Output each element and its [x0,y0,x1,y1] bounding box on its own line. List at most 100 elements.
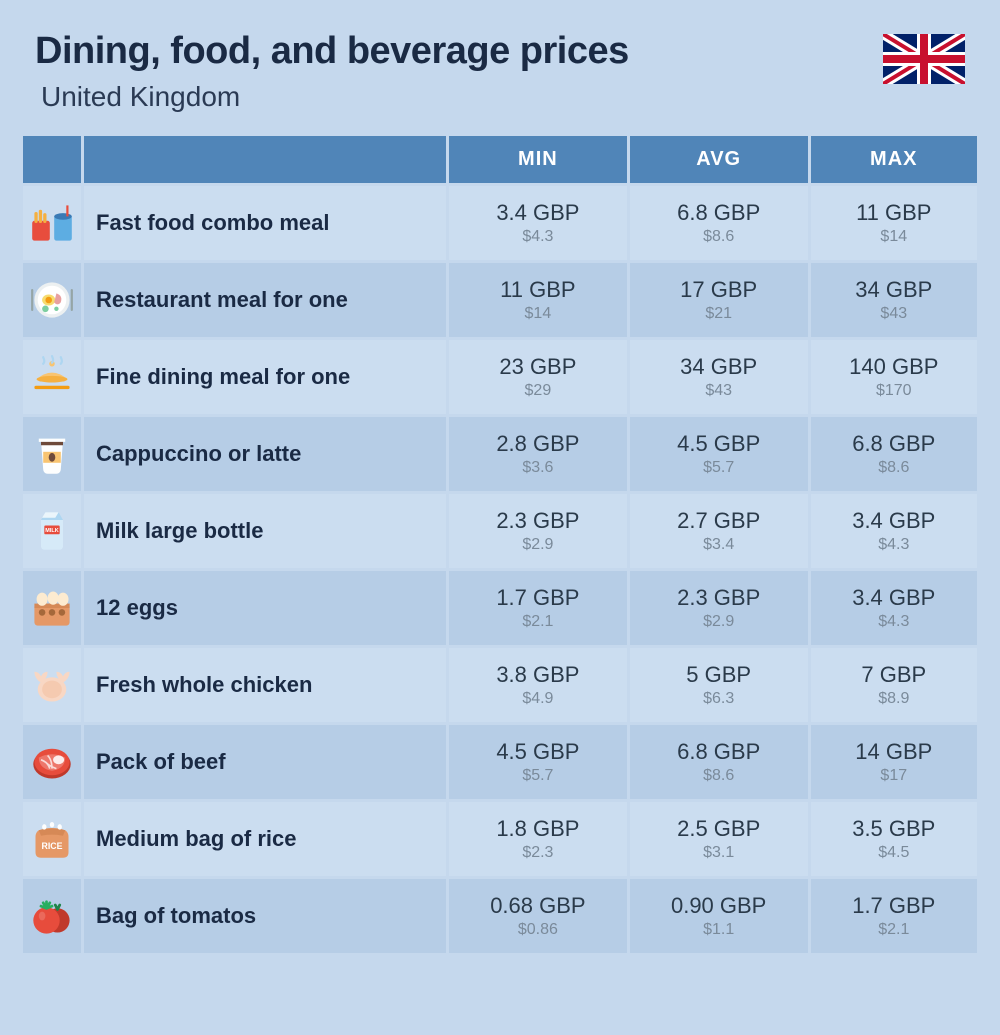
price-cell-avg: 2.7 GBP$3.4 [630,494,808,568]
price-main: 6.8 GBP [811,431,977,457]
page-container: Dining, food, and beverage prices United… [0,0,1000,956]
page-header: Dining, food, and beverage prices United… [20,30,980,133]
price-main: 4.5 GBP [449,739,627,765]
price-main: 2.3 GBP [449,508,627,534]
price-sub: $17 [811,767,977,785]
eggs-icon [23,571,81,645]
price-main: 1.8 GBP [449,816,627,842]
header-blank-label [84,136,446,183]
restaurant-meal-icon [23,263,81,337]
uk-flag-icon [883,34,965,84]
table-row: Medium bag of rice1.8 GBP$2.32.5 GBP$3.1… [23,802,977,876]
table-row: Milk large bottle2.3 GBP$2.92.7 GBP$3.43… [23,494,977,568]
price-cell-max: 1.7 GBP$2.1 [811,879,977,953]
price-main: 34 GBP [811,277,977,303]
price-sub: $5.7 [449,767,627,785]
price-sub: $43 [630,382,808,400]
price-sub: $2.1 [449,613,627,631]
price-cell-max: 3.5 GBP $4.5 [811,802,977,876]
price-main: 6.8 GBP [630,200,808,226]
price-cell-avg: 6.8 GBP $8.6 [630,186,808,260]
price-cell-min: 2.8 GBP$3.6 [449,417,627,491]
item-label: Fresh whole chicken [84,648,446,722]
price-cell-min: 1.7 GBP $2.1 [449,571,627,645]
price-main: 11 GBP [811,200,977,226]
price-cell-min: 11 GBP $14 [449,263,627,337]
price-sub: $0.86 [449,921,627,939]
price-cell-avg: 0.90 GBP$1.1 [630,879,808,953]
price-cell-min: 2.3 GBP$2.9 [449,494,627,568]
item-label: Bag of tomatos [84,879,446,953]
page-subtitle: United Kingdom [35,81,883,113]
header-avg: AVG [630,136,808,183]
price-main: 1.7 GBP [449,585,627,611]
price-main: 3.4 GBP [811,508,977,534]
price-sub: $6.3 [630,690,808,708]
price-sub: $4.3 [811,536,977,554]
chicken-icon [23,648,81,722]
rice-bag-icon [23,802,81,876]
price-sub: $4.5 [811,844,977,862]
table-header-row: MIN AVG MAX [23,136,977,183]
price-main: 5 GBP [630,662,808,688]
item-label: Restaurant meal for one [84,263,446,337]
price-cell-avg: 5 GBP $6.3 [630,648,808,722]
table-row: Pack of beef4.5 GBP $5.76.8 GBP$8.614 GBP… [23,725,977,799]
price-sub: $5.7 [630,459,808,477]
price-sub: $8.6 [630,767,808,785]
price-sub: $29 [449,382,627,400]
table-row: Cappuccino or latte2.8 GBP$3.64.5 GBP$5.… [23,417,977,491]
price-sub: $8.9 [811,690,977,708]
milk-bottle-icon [23,494,81,568]
price-sub: $14 [811,228,977,246]
page-title: Dining, food, and beverage prices [35,30,883,73]
price-main: 3.4 GBP [449,200,627,226]
price-main: 23 GBP [449,354,627,380]
price-cell-max: 3.4 GBP $4.3 [811,494,977,568]
fine-dining-icon [23,340,81,414]
item-label: Milk large bottle [84,494,446,568]
price-sub: $4.9 [449,690,627,708]
price-main: 0.68 GBP [449,893,627,919]
price-sub: $2.1 [811,921,977,939]
price-sub: $3.6 [449,459,627,477]
price-cell-min: 3.4 GBP $4.3 [449,186,627,260]
fast-food-icon [23,186,81,260]
table-row: Bag of tomatos0.68 GBP $0.860.90 GBP$1.11… [23,879,977,953]
table-row: Fast food combo meal3.4 GBP$4.36.8 GBP$8… [23,186,977,260]
price-cell-min: 3.8 GBP $4.9 [449,648,627,722]
price-sub: $1.1 [630,921,808,939]
price-main: 140 GBP [811,354,977,380]
price-table: MIN AVG MAX Fast food combo meal3.4 GBP$… [20,133,980,956]
price-cell-max: 14 GBP $17 [811,725,977,799]
item-label: Fine dining meal for one [84,340,446,414]
price-sub: $14 [449,305,627,323]
item-label: Pack of beef [84,725,446,799]
price-cell-max: 7 GBP $8.9 [811,648,977,722]
price-main: 3.8 GBP [449,662,627,688]
price-sub: $3.1 [630,844,808,862]
price-main: 2.5 GBP [630,816,808,842]
price-sub: $8.6 [630,228,808,246]
header-min: MIN [449,136,627,183]
header-text-block: Dining, food, and beverage prices United… [35,30,883,113]
price-main: 7 GBP [811,662,977,688]
price-main: 3.5 GBP [811,816,977,842]
item-label: Cappuccino or latte [84,417,446,491]
header-blank-icon [23,136,81,183]
price-sub: $4.3 [811,613,977,631]
price-main: 14 GBP [811,739,977,765]
price-sub: $2.3 [449,844,627,862]
beef-icon [23,725,81,799]
price-cell-min: 1.8 GBP $2.3 [449,802,627,876]
price-main: 11 GBP [449,277,627,303]
price-sub: $3.4 [630,536,808,554]
table-row: Fine dining meal for one23 GBP $2934 GBP$… [23,340,977,414]
price-cell-avg: 17 GBP$21 [630,263,808,337]
price-cell-avg: 4.5 GBP$5.7 [630,417,808,491]
price-sub: $170 [811,382,977,400]
price-cell-avg: 6.8 GBP$8.6 [630,725,808,799]
price-main: 17 GBP [630,277,808,303]
price-sub: $4.3 [449,228,627,246]
price-cell-avg: 34 GBP$43 [630,340,808,414]
